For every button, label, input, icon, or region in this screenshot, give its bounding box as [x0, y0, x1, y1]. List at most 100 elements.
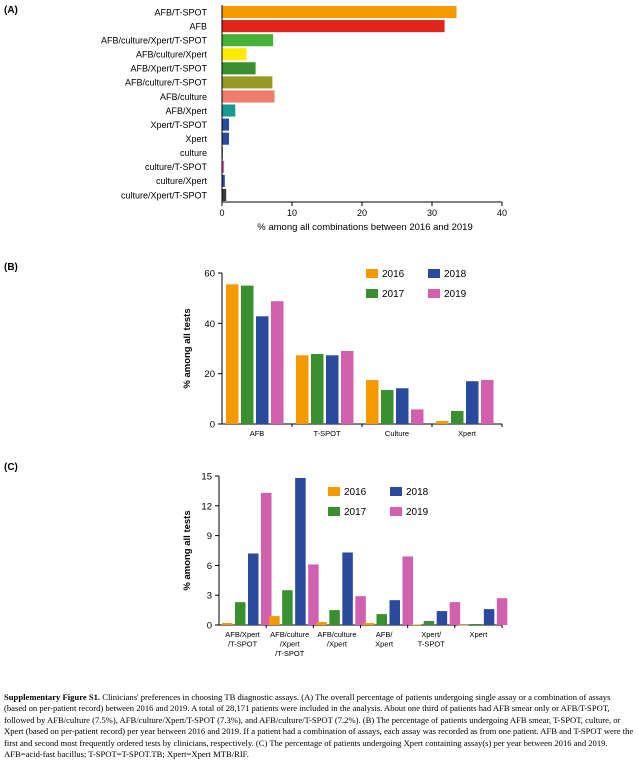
panel-a-x-tick-label: 30 — [427, 208, 437, 218]
panel-c-legend-label: 2019 — [406, 507, 429, 518]
panel-c-y-tick-label: 12 — [201, 501, 212, 512]
panel-b-y-tick-label: 60 — [204, 269, 215, 280]
panel-b-bar — [366, 379, 379, 424]
panel-c-bar — [316, 622, 327, 625]
panel-c-bar — [261, 492, 272, 625]
panel-c-category-label: /Xpert — [327, 640, 348, 649]
panel-b-bar — [436, 420, 449, 424]
panel-c-y-axis-title: % among all tests — [182, 510, 193, 590]
panel-b-bar — [241, 285, 254, 424]
panel-c-bar — [235, 602, 246, 625]
panel-c-y-tick-label: 3 — [207, 591, 212, 602]
panel-b-bar — [381, 390, 394, 424]
panel-b-bar — [466, 381, 479, 424]
panel-c-bar — [355, 596, 366, 625]
panel-c-legend-label: 2017 — [344, 507, 367, 518]
panel-c-bar — [402, 556, 413, 625]
panel-a-category-label: culture/T-SPOT — [145, 162, 208, 172]
panel-a-x-axis-title: % among all combinations between 2016 an… — [257, 222, 473, 233]
panel-a-bar — [222, 104, 236, 117]
panel-c-category-label: AFB/Xpert — [225, 630, 261, 639]
panel-b-bar — [396, 388, 409, 424]
panel-a-bar — [222, 188, 227, 202]
panel-b-bar — [256, 316, 269, 424]
panel-c-bar — [308, 564, 319, 625]
panel-c-bar — [222, 623, 233, 625]
panel-c-legend-swatch — [328, 487, 340, 496]
panel-a-x-tick-label: 10 — [287, 208, 297, 218]
panel-b-y-tick-label: 20 — [204, 369, 215, 380]
panel-a-bar — [222, 62, 256, 75]
panel-a-bar — [222, 34, 274, 47]
panel-b-category-label: Culture — [385, 429, 409, 438]
panel-b-category-label: T-SPOT — [313, 429, 341, 438]
panel-b-bar — [341, 351, 354, 424]
panel-c-bar — [376, 614, 387, 625]
panel-a-bar — [222, 20, 445, 33]
panel-c-legend-swatch — [390, 487, 402, 496]
panel-b-bar — [296, 355, 309, 424]
panel-b-label: (B) — [4, 262, 18, 273]
panel-b-legend-label: 2017 — [382, 289, 405, 300]
panel-a-category-label: AFB/culture/Xpert/T-SPOT — [101, 35, 208, 45]
caption-text: Clinicians' preferences in choosing TB d… — [4, 692, 634, 760]
panel-a-category-label: AFB/culture — [160, 92, 207, 102]
panel-b-bar — [311, 354, 324, 424]
panel-c-chart: (C) 0 3 6 9 12 15 % among all tests AFB/Xpert/T-… — [4, 462, 508, 658]
panel-a-bar — [222, 174, 225, 187]
panel-c-category-label: AFB/ — [376, 630, 394, 639]
panel-a-category-label: AFB — [189, 21, 207, 31]
panel-b-category-label: AFB — [250, 429, 265, 438]
panel-a-x-tick-label: 40 — [497, 208, 507, 218]
panel-c-category-label: Xpert — [375, 640, 394, 649]
panel-c-bar — [410, 624, 422, 626]
panel-a-category-label: culture/Xpert/T-SPOT — [121, 190, 208, 200]
panel-b-legend-label: 2019 — [444, 289, 467, 300]
panel-b-legend-swatch — [366, 269, 378, 278]
panel-a-category-label: AFB/Xpert — [165, 106, 207, 116]
panel-b-y-tick-label: 0 — [210, 420, 215, 431]
panel-a-bar — [222, 160, 225, 173]
panel-c-y-tick-label: 9 — [207, 531, 212, 542]
panel-c-category-label: /T-SPOT — [275, 649, 305, 658]
panel-c-bar — [496, 598, 508, 625]
panel-a-category-label: culture — [180, 148, 207, 158]
panel-b-bar — [451, 410, 464, 424]
panel-b-category-label: Xpert — [458, 429, 477, 438]
panel-c-legend-label: 2016 — [344, 487, 367, 498]
panel-a-bar — [222, 48, 247, 61]
panel-c-category-label: AFB/culture — [317, 630, 356, 639]
panel-b-bar — [326, 355, 339, 424]
panel-b-legend-label: 2018 — [444, 269, 467, 280]
panel-a-bar — [222, 118, 229, 131]
panel-c-legend-swatch — [328, 507, 340, 516]
panel-a-chart: (A) AFB/T-SPOT AFB AFB/culture/Xpert/T-SPOT… — [4, 5, 507, 233]
panel-c-y-tick-label: 0 — [207, 621, 212, 632]
panel-c-bar — [248, 553, 259, 625]
panel-b-y-axis-title: % among all tests — [182, 308, 193, 388]
panel-c-category-label: T-SPOT — [418, 640, 446, 649]
panel-c-legend-swatch — [390, 507, 402, 516]
panel-b-legend-swatch — [366, 289, 378, 298]
panel-c-category-label: AFB/culture — [270, 630, 309, 639]
panel-a-category-label: AFB/culture/Xpert — [136, 50, 208, 60]
panel-b-legend-swatch — [428, 269, 440, 278]
panel-a-category-label: Xpert — [185, 134, 207, 144]
panel-a-bar — [222, 90, 275, 103]
panel-b-bar — [411, 409, 424, 424]
panel-c-category-label: Xpert — [469, 630, 488, 639]
panel-b-chart: (B) 0 20 40 60 % among all tests AFB T-SPOT Cult… — [4, 262, 503, 438]
figure-caption: Supplementary Figure S1. Clinicians' pre… — [4, 692, 634, 760]
panel-a-bar — [222, 5, 457, 19]
panel-a-label: (A) — [4, 5, 18, 16]
panel-c-bar — [342, 552, 353, 625]
panel-c-category-label: Xpert/ — [421, 630, 442, 639]
panel-a-category-label: AFB/Xpert/T-SPOT — [130, 64, 207, 74]
panel-c-bar — [295, 477, 306, 625]
panel-c-category-label: /T-SPOT — [228, 640, 258, 649]
panel-c-category-label: /Xpert — [280, 640, 301, 649]
panel-c-bar — [470, 624, 482, 625]
panel-c-bar — [449, 602, 461, 625]
panel-a-category-label: AFB/culture/T-SPOT — [125, 78, 208, 88]
panel-c-bar — [363, 623, 374, 625]
